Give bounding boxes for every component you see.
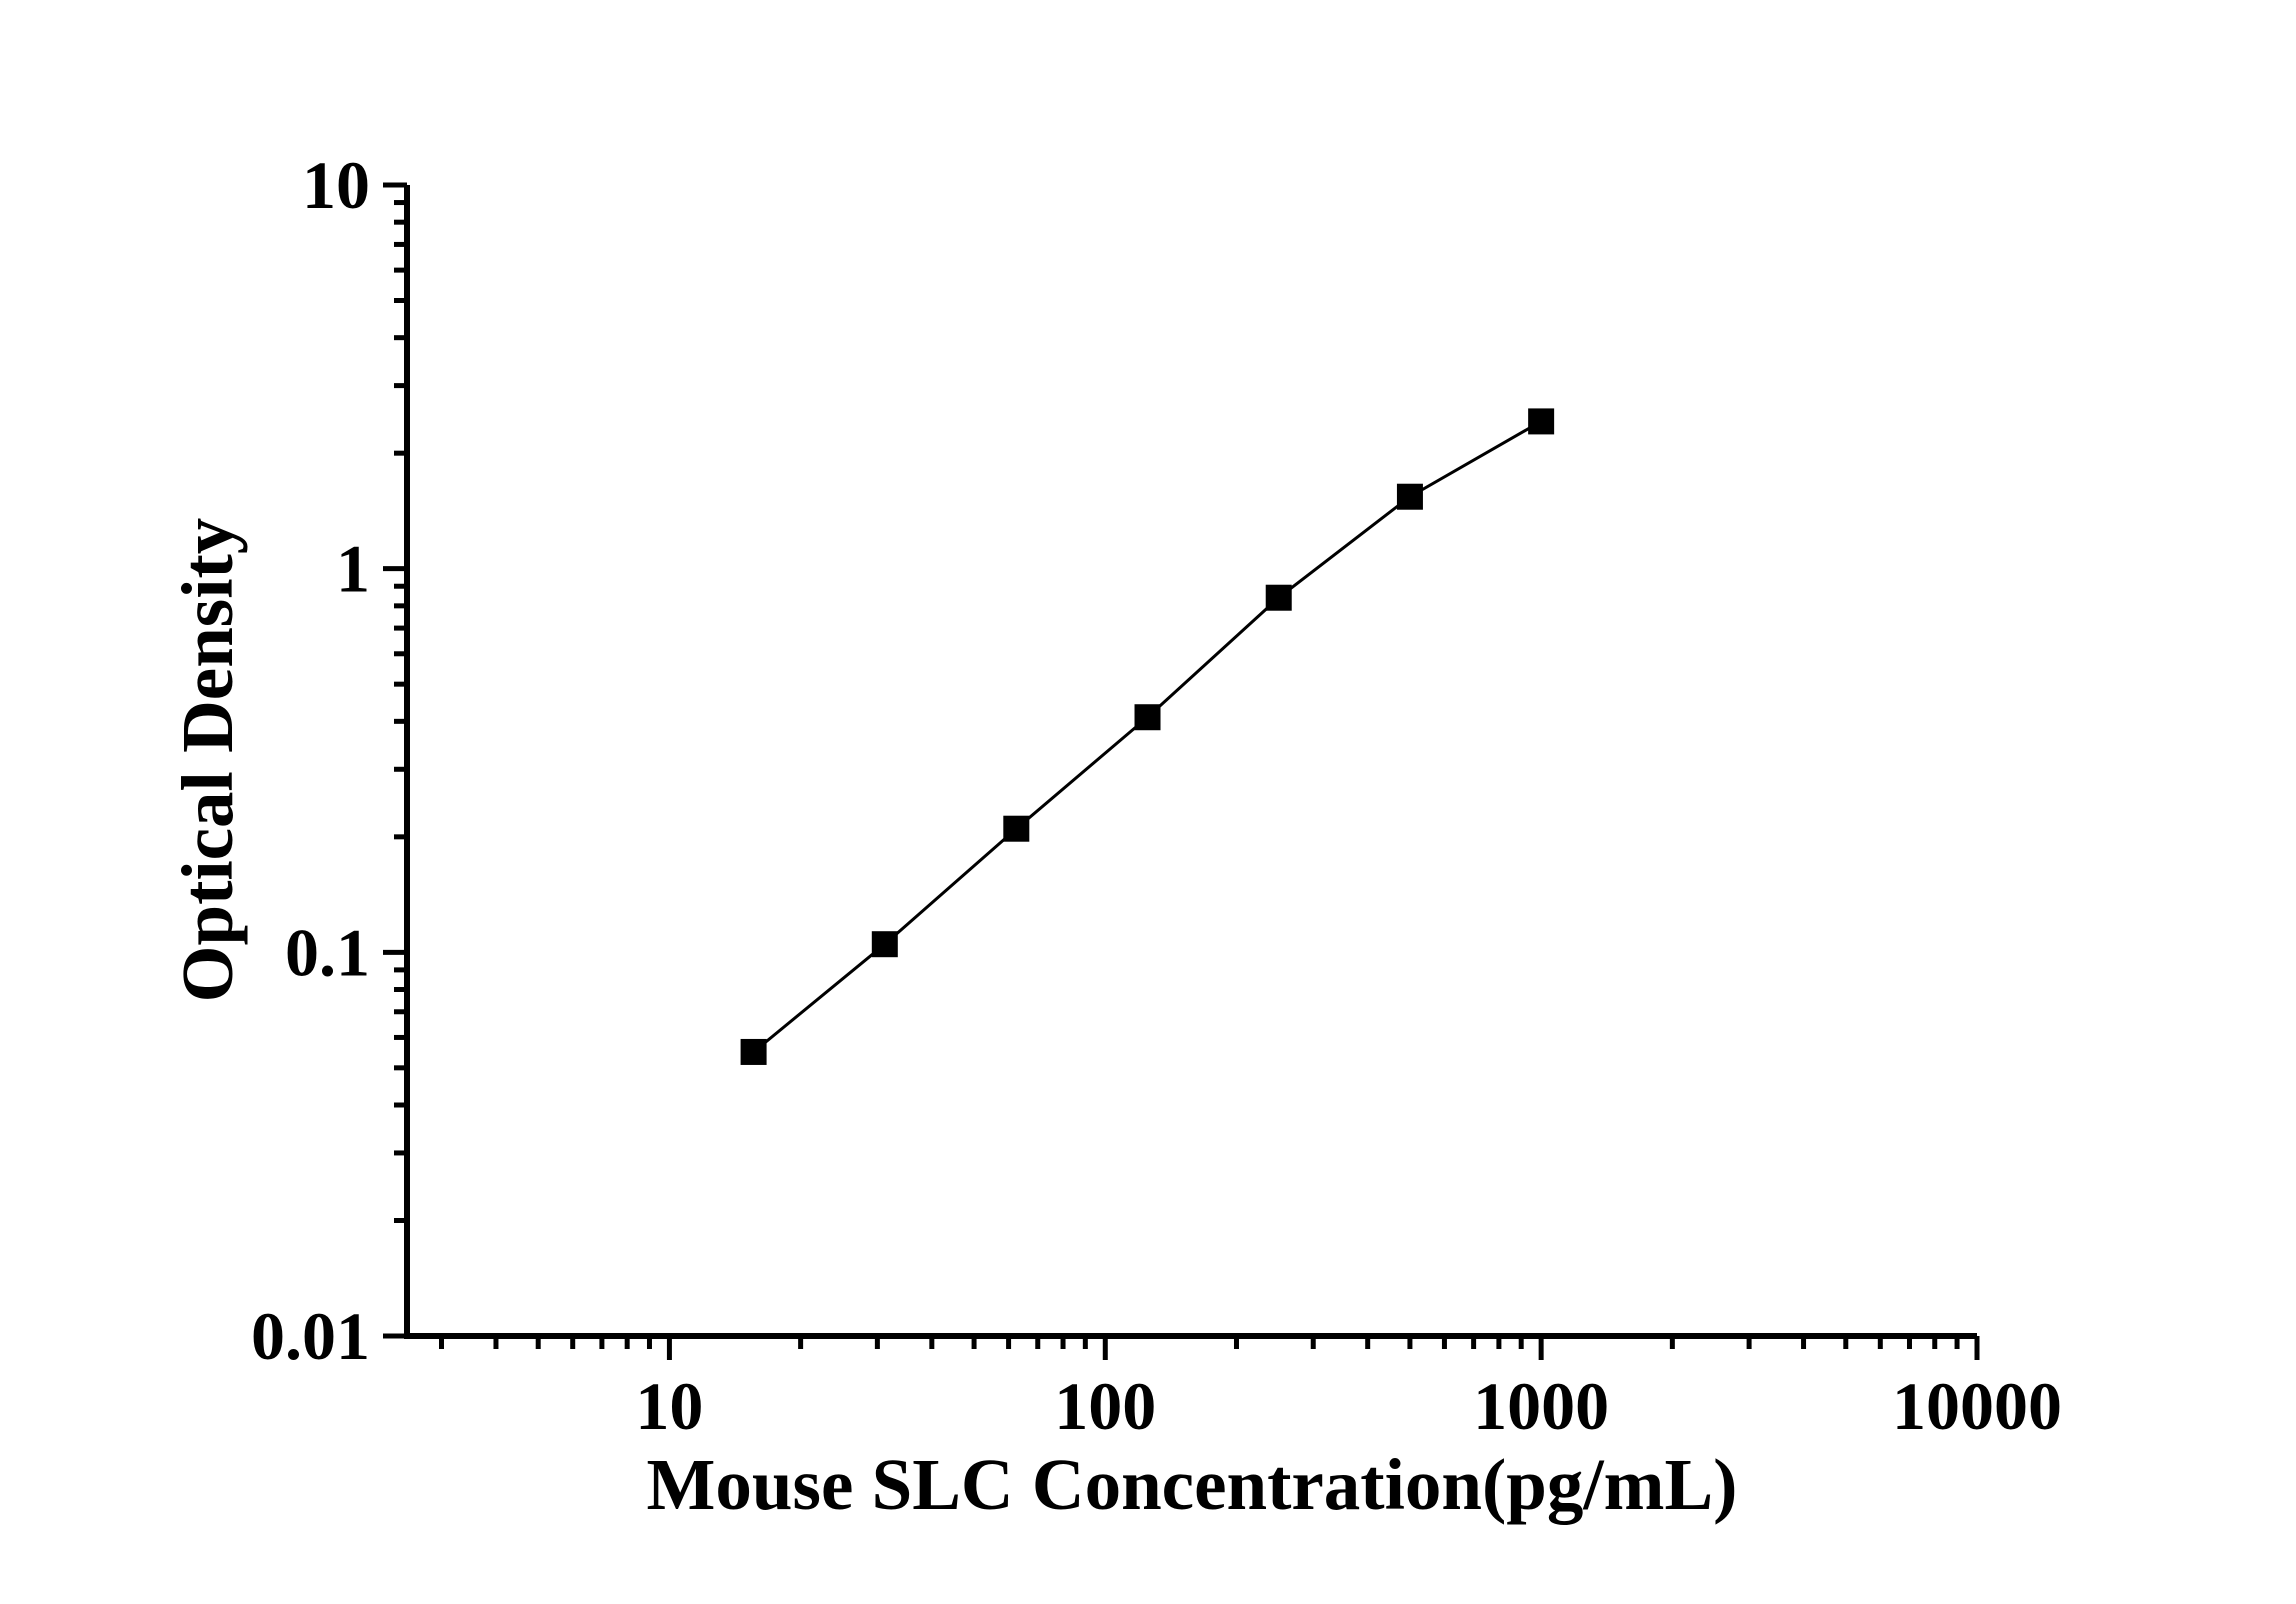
- x-tick-label: 100: [1054, 1368, 1156, 1444]
- data-point-marker: [1396, 483, 1423, 510]
- axes: [404, 185, 1977, 1339]
- data-point-marker: [1003, 815, 1030, 842]
- data-point-marker: [1265, 584, 1292, 611]
- y-tick-label: 0.01: [251, 1298, 370, 1374]
- data-point-marker: [871, 931, 898, 958]
- series-line: [752, 420, 1542, 1054]
- data-series: [740, 408, 1555, 1065]
- data-point-marker: [740, 1038, 767, 1065]
- x-axis-title: Mouse SLC Concentration(pg/mL): [647, 1444, 1738, 1525]
- data-point-marker: [1528, 408, 1555, 435]
- x-tick-label: 1000: [1473, 1368, 1609, 1444]
- x-tick-label: 10000: [1892, 1368, 2062, 1444]
- y-tick-label: 1: [336, 531, 370, 607]
- y-tick-label: 10: [302, 147, 370, 223]
- y-tick-label: 0.1: [285, 914, 370, 990]
- axis-ticks: [383, 182, 1980, 1360]
- axis-tick-labels: 10 100 1000 10000 10 1 0.1 0.01: [251, 147, 2062, 1444]
- x-tick-label: 10: [635, 1368, 703, 1444]
- data-point-marker: [1134, 704, 1161, 731]
- y-axis-title: Optical Density: [167, 518, 248, 1003]
